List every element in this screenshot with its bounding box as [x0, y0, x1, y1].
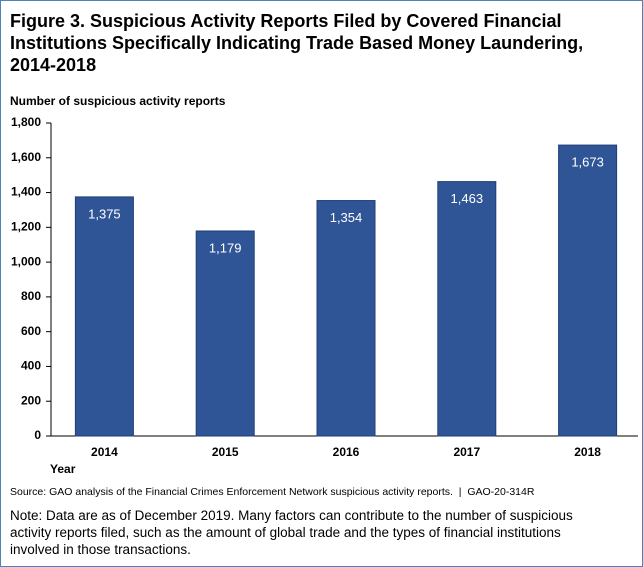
bar	[558, 144, 618, 437]
x-tick-label: 2017	[453, 445, 480, 459]
y-tick-label: 1,600	[11, 150, 41, 164]
y-axis-label: Number of suspicious activity reports	[10, 94, 226, 108]
y-tick-label: 600	[21, 324, 41, 338]
bar	[195, 230, 255, 437]
source: Source: GAO analysis of the Financial Cr…	[10, 486, 535, 498]
chart: Number of suspicious activity reports Ye…	[10, 94, 638, 476]
x-tick-label: 2014	[91, 445, 118, 459]
y-tick-label: 0	[34, 428, 41, 442]
x-axis-label: Year	[50, 462, 76, 476]
y-tick-label: 400	[21, 359, 41, 373]
value-label: 1,673	[571, 155, 604, 170]
x-tick-label: 2015	[212, 445, 239, 459]
y-tick-label: 800	[21, 289, 41, 303]
y-tick-label: 1,000	[11, 254, 41, 268]
value-label: 1,179	[209, 240, 242, 255]
value-label: 1,354	[330, 210, 363, 225]
chart-title: Figure 3. Suspicious Activity Reports Fi…	[10, 11, 584, 75]
bar	[316, 200, 376, 437]
x-tick-label: 2016	[333, 445, 360, 459]
y-tick-label: 1,200	[11, 220, 41, 234]
value-label: 1,375	[88, 206, 121, 221]
bar	[74, 196, 134, 437]
y-tick-label: 1,400	[11, 185, 41, 199]
x-tick-label: 2018	[574, 445, 601, 459]
y-tick-label: 200	[21, 393, 41, 407]
value-label: 1,463	[451, 191, 484, 206]
bar	[437, 181, 497, 437]
note: Note: Data are as of December 2019. Many…	[10, 508, 573, 557]
y-tick-label: 1,800	[11, 115, 41, 129]
